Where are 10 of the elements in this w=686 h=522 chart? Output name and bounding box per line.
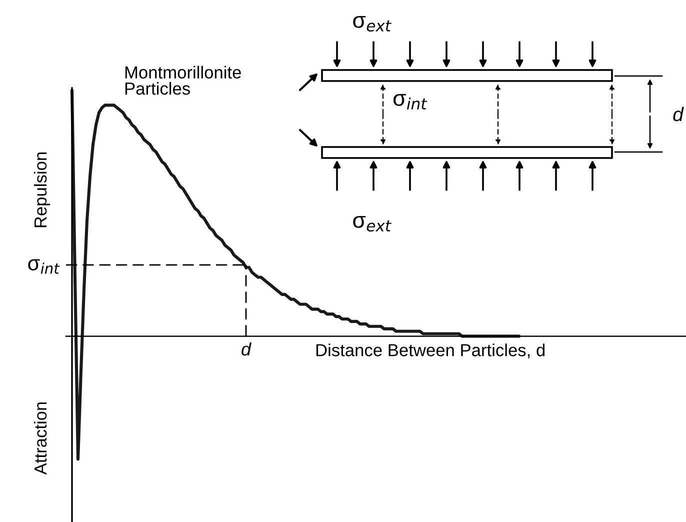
x-axis-title: Distance Between Particles, d <box>316 344 545 358</box>
ref-line-label: σ$_{int}$ <box>28 259 60 274</box>
annotation: σ$_{int}$ <box>393 94 428 110</box>
text: d <box>673 106 684 122</box>
text: σ$_{ext}$ <box>353 16 392 32</box>
annotation: σ$_{ext}$ <box>353 216 392 232</box>
y-axis-title: Repulsion <box>34 152 50 228</box>
text: Attraction <box>34 402 47 475</box>
annotation: d <box>242 342 252 356</box>
annotation: Montmorillonite Particles <box>125 66 241 95</box>
